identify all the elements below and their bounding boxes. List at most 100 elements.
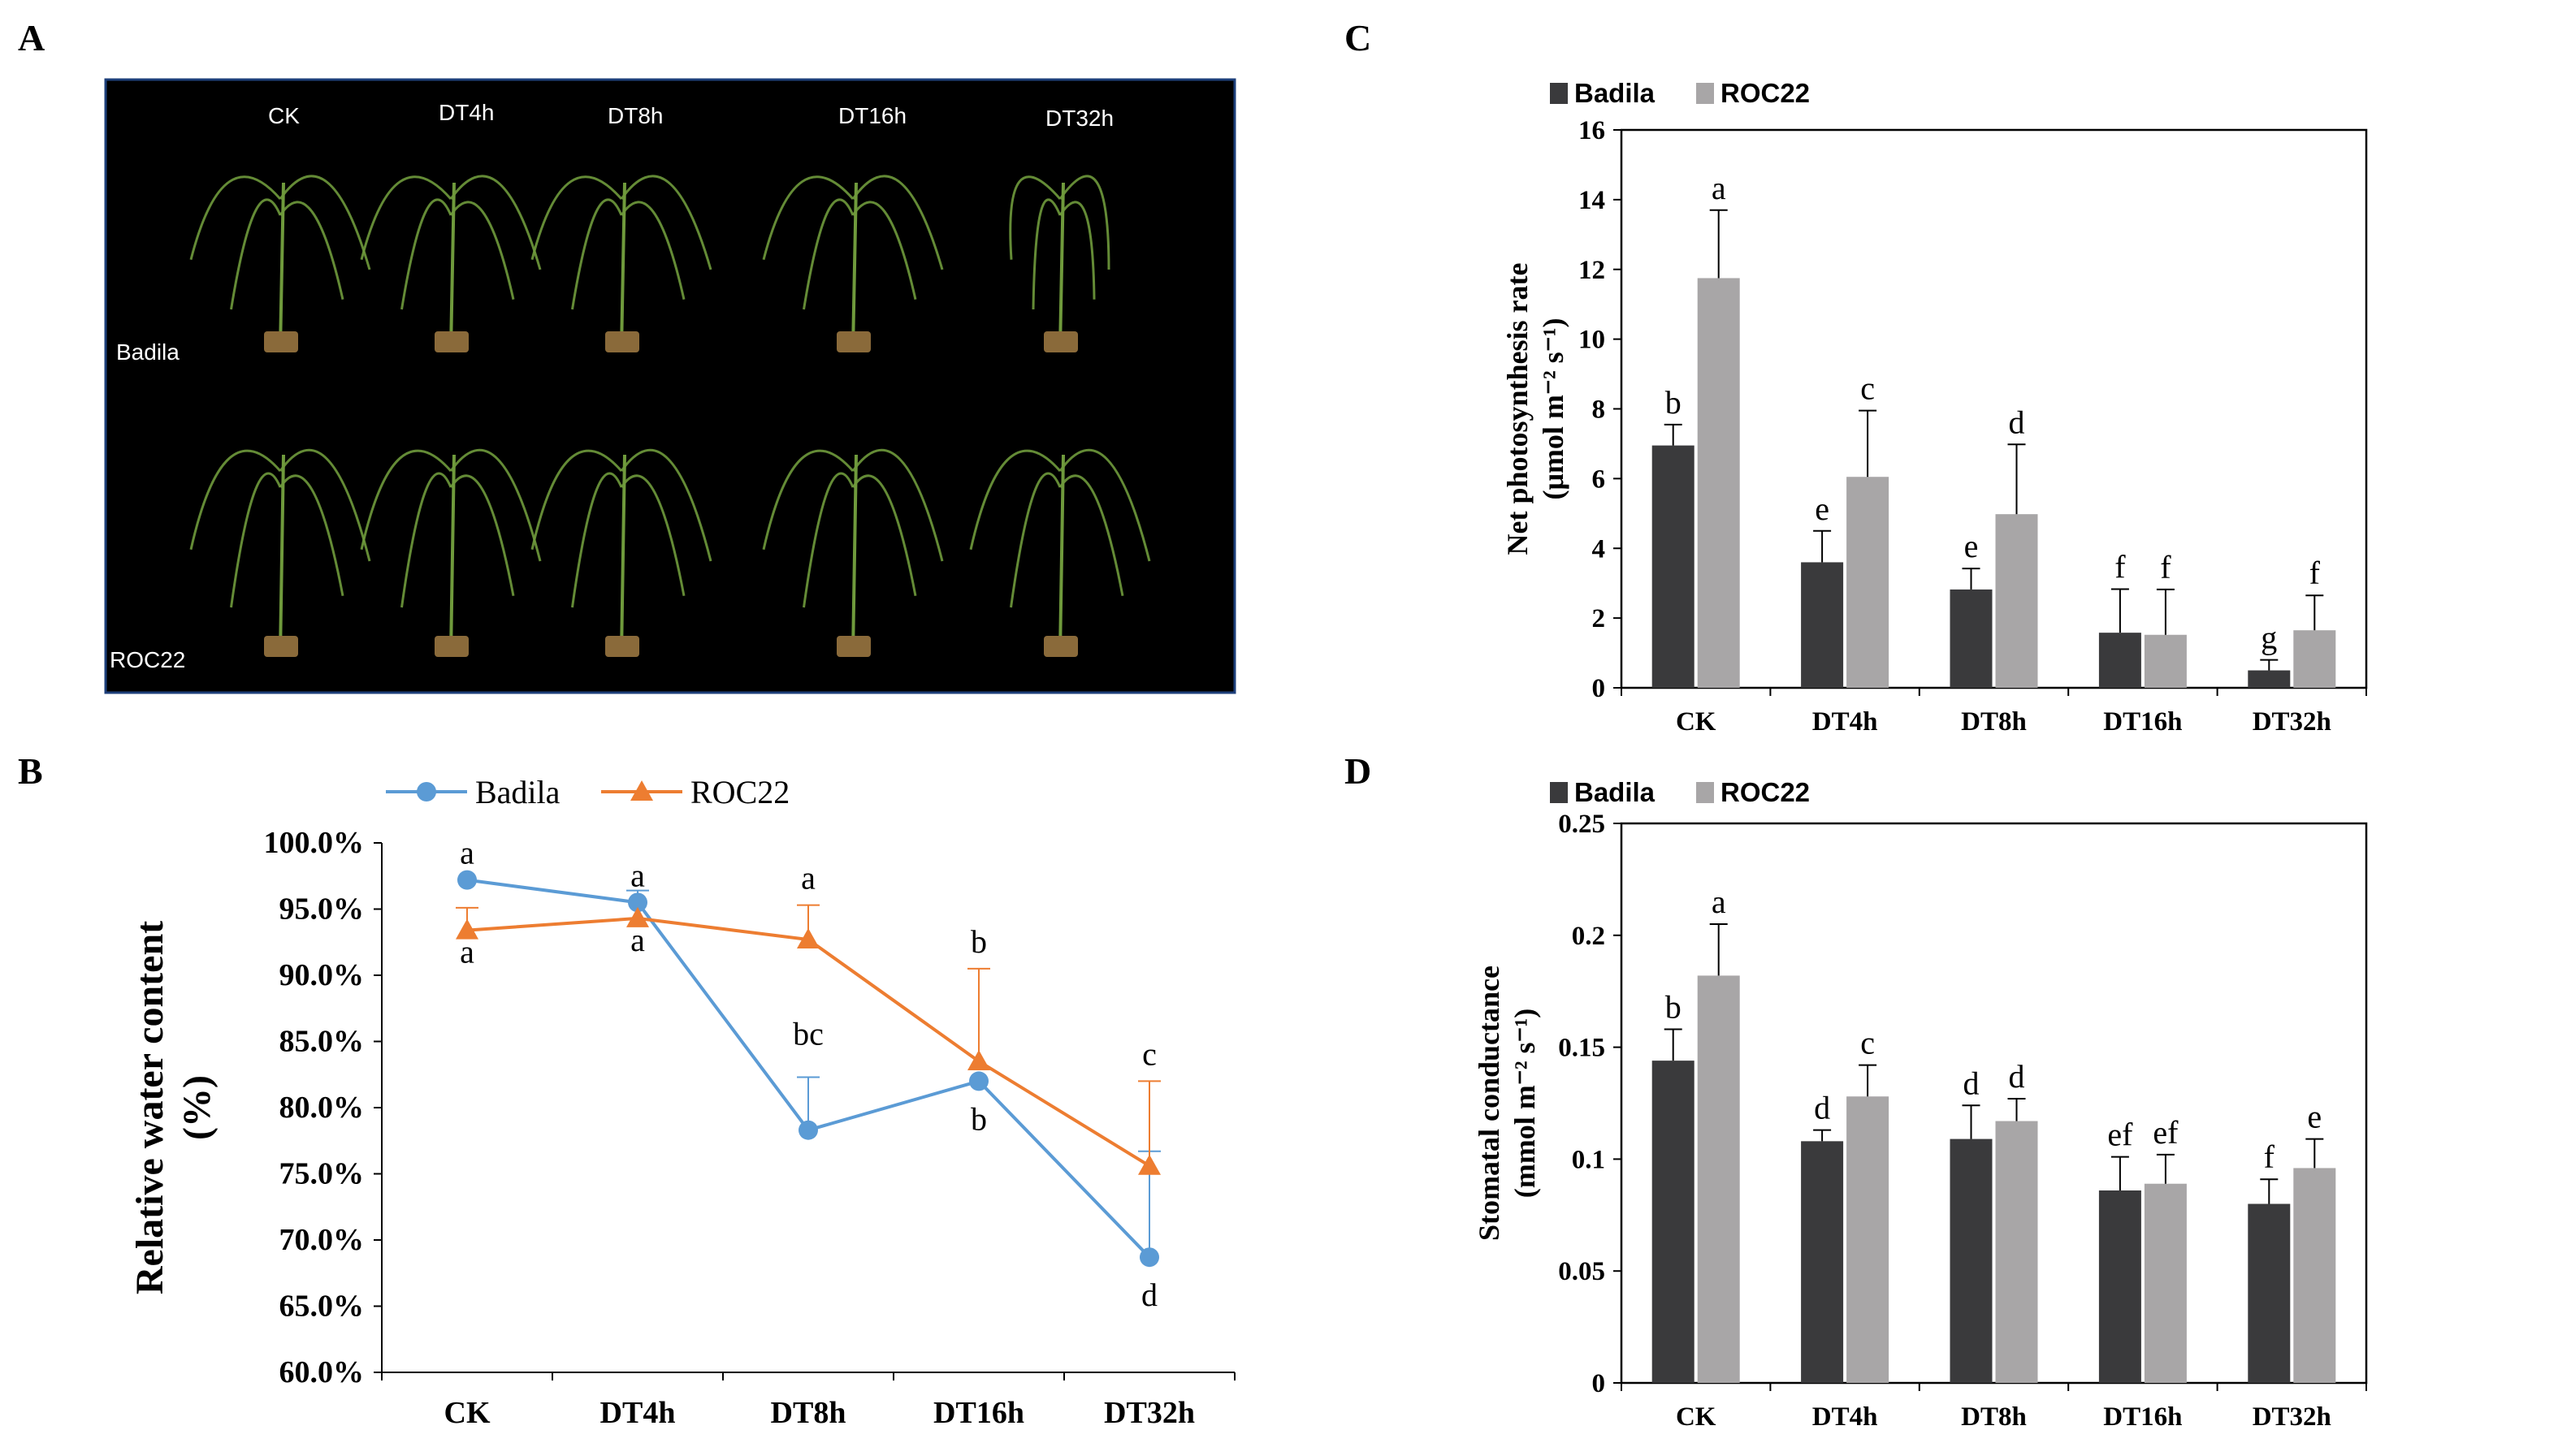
significance-letter: a: [460, 835, 474, 871]
significance-letter: ef: [2107, 1117, 2133, 1153]
x-tick-label: DT32h: [1104, 1396, 1195, 1430]
y-tick-label: 12: [1578, 256, 1605, 285]
plant-leaf: [620, 448, 712, 562]
plant-leaf: [449, 201, 515, 300]
plant-root-ball: [837, 331, 871, 352]
x-tick-label: CK: [444, 1396, 491, 1430]
y-tick-label: 90.0%: [279, 958, 365, 992]
bar-roc22: [1697, 278, 1740, 688]
y-tick-label: 70.0%: [279, 1223, 365, 1257]
significance-letter: b: [971, 923, 987, 960]
significance-letter: c: [1860, 1025, 1875, 1061]
significance-letter: c: [1860, 370, 1875, 407]
plant-leaf: [1009, 175, 1062, 260]
significance-letter: b: [1665, 384, 1682, 421]
plant-leaf: [449, 448, 542, 562]
plant-stem: [1058, 454, 1065, 655]
significance-letter: a: [1712, 170, 1726, 206]
plant-stem: [279, 454, 285, 655]
legend-label-badila: Badila: [1574, 78, 1656, 108]
y-tick-label: 0: [1592, 674, 1606, 703]
legend-swatch-badila: [1550, 83, 1568, 104]
data-point-badila: [628, 892, 647, 913]
chart-stomatal-conductance: 0 0.05 0.1 0.15 0.2 0.25 CK DT4h DT8h DT16h DT32h S…: [1473, 777, 2368, 1432]
plant-leaf: [1058, 201, 1096, 300]
plant-leaf: [279, 448, 371, 562]
plant-leaf: [620, 175, 712, 270]
panel-letter-b: B: [18, 750, 43, 792]
plant-leaf: [230, 472, 282, 608]
photo-col-label-dt4h: DT4h: [439, 100, 494, 125]
y-tick-label: 2: [1592, 604, 1606, 633]
plant-stem: [449, 454, 456, 655]
legend-label-badila: Badila: [1574, 777, 1656, 807]
significance-letter: d: [1814, 1090, 1830, 1126]
plant-leaf: [530, 175, 623, 261]
y-tick-label: 10: [1578, 326, 1605, 355]
significance-letter: e: [1964, 528, 1979, 564]
plant-leaf: [851, 448, 944, 562]
bar-badila: [2098, 1190, 2141, 1383]
bar-roc22: [1846, 477, 1889, 688]
legend-swatch-roc22: [1696, 782, 1714, 803]
plant-root-ball: [435, 331, 469, 352]
plant-leaf: [1010, 472, 1062, 608]
plant-root-ball: [264, 636, 298, 657]
plant-leaf: [851, 474, 917, 597]
x-tick-label: CK: [1676, 1402, 1716, 1432]
bar-roc22: [2293, 630, 2336, 688]
bar-badila: [1801, 1141, 1844, 1383]
y-tick-label: 0.2: [1572, 922, 1605, 951]
bar-badila: [1801, 562, 1844, 688]
significance-letter: f: [2160, 549, 2171, 585]
y-axis-label-unit: (mmol m⁻² s⁻¹): [1508, 1009, 1541, 1199]
plant-leaf: [230, 198, 282, 310]
y-tick-label: 4: [1592, 534, 1606, 564]
significance-letter: a: [630, 857, 645, 893]
legend-label-roc22: ROC22: [690, 774, 790, 810]
data-point-badila: [457, 870, 477, 890]
y-tick-label: 100.0%: [264, 826, 365, 860]
bar-roc22: [2144, 634, 2187, 688]
plant-leaf: [189, 449, 282, 551]
significance-letter: b: [1665, 989, 1682, 1026]
y-tick-label: 75.0%: [279, 1157, 365, 1191]
significance-letter: a: [1712, 884, 1726, 920]
bar-badila: [2248, 1203, 2291, 1383]
significance-letter: a: [460, 934, 474, 970]
plant-stem: [851, 454, 858, 655]
y-axis-label: Relative water content: [128, 921, 171, 1294]
plant-leaf: [279, 175, 371, 270]
plant-leaf: [189, 175, 282, 261]
y-tick-label: 0.25: [1558, 810, 1605, 839]
plant-leaf: [762, 449, 855, 551]
bar-roc22: [1697, 975, 1740, 1383]
photo-col-label-dt32h: DT32h: [1045, 106, 1114, 131]
x-tick-label: DT16h: [2103, 707, 2182, 737]
plant-leaf: [530, 449, 623, 551]
y-tick-label: 60.0%: [279, 1355, 365, 1389]
plant-leaf: [803, 198, 855, 310]
panel-a-photo: CK DT4h DT8h DT16h DT32h Badila ROC22: [104, 78, 1236, 694]
significance-letter: g: [2261, 620, 2277, 656]
legend-swatch-badila: [1550, 782, 1568, 803]
panel-letter-c: C: [1344, 17, 1371, 58]
x-tick-label: DT16h: [2103, 1402, 2182, 1432]
plant-leaf: [400, 472, 452, 608]
bar-roc22: [2293, 1168, 2336, 1383]
photo-row-label-roc22: ROC22: [110, 647, 185, 672]
plant-root-ball: [605, 331, 639, 352]
y-axis-label-unit: (%): [175, 1075, 219, 1140]
y-tick-label: 0.15: [1558, 1034, 1605, 1063]
significance-letter: f: [2114, 548, 2126, 585]
plant-leaf: [360, 449, 452, 551]
bar-badila: [1950, 1138, 1993, 1383]
y-tick-label: 65.0%: [279, 1290, 365, 1324]
bar-badila: [2098, 633, 2141, 688]
bar-roc22: [1995, 514, 2038, 688]
chart-net-photosynthesis: 0 2 4 6 8 10 12 14 16 CK DT4h DT8h DT16h DT32h Net pho…: [1501, 78, 2368, 737]
bar-badila: [1651, 1061, 1695, 1383]
data-point-roc22: [1138, 1154, 1161, 1175]
plant-leaf: [969, 449, 1062, 551]
